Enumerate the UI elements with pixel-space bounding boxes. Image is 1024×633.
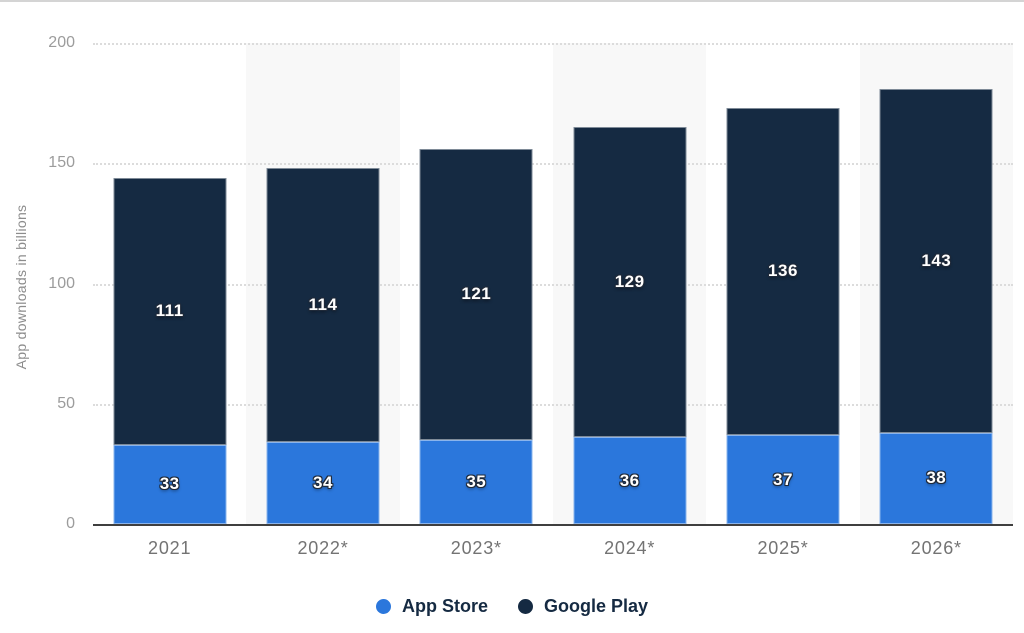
bar-value-label: 34 [313, 473, 333, 493]
bar-segment-app-store[interactable]: 38 [879, 432, 993, 524]
bar-segment-google-play[interactable]: 111 [113, 177, 227, 445]
x-tick-label-2021: 2021 [148, 538, 192, 558]
x-tick-label-2022: 2022* [297, 538, 349, 558]
bar-segment-google-play[interactable]: 136 [726, 107, 840, 436]
bar-column-2025: 37 136 [706, 43, 859, 524]
bar-value-label: 37 [773, 469, 793, 489]
bar-column-2021: 33 111 [93, 43, 246, 524]
bar-segment-app-store[interactable]: 33 [113, 444, 227, 524]
bar-value-label: 35 [466, 471, 487, 491]
bar-segment-app-store[interactable]: 36 [573, 437, 687, 524]
legend-item-app-store[interactable]: App Store [375, 596, 488, 617]
legend: App Store Google Play [0, 596, 1024, 617]
legend-label: Google Play [543, 596, 649, 616]
bar-value-label: 111 [155, 301, 184, 321]
legend-item-google-play[interactable]: Google Play [517, 596, 649, 617]
bar-column-2024: 36 129 [553, 43, 706, 524]
legend-marker-app-store-icon [375, 599, 391, 614]
bar-value-label: 143 [921, 250, 952, 270]
y-tick-label-0: 0 [66, 515, 75, 532]
y-tick-label-200: 200 [48, 34, 75, 51]
bar-column-2022: 34 114 [246, 43, 399, 524]
bar-segment-google-play[interactable]: 121 [419, 148, 533, 440]
bar-segment-app-store[interactable]: 34 [266, 442, 380, 524]
x-tick-label-2026: 2026* [910, 538, 962, 558]
legend-label: App Store [401, 596, 488, 616]
bar-segment-app-store[interactable]: 35 [419, 439, 533, 524]
bar-value-label: 129 [614, 272, 645, 292]
gridline-150 [93, 163, 1013, 166]
bar-column-2026: 38 143 [860, 43, 1013, 524]
bar-value-label: 121 [461, 284, 492, 304]
bar-value-label: 33 [159, 474, 180, 494]
gridline-50 [93, 403, 1013, 406]
gridline-100 [93, 283, 1013, 286]
y-tick-label-150: 150 [48, 154, 75, 172]
y-tick-label-50: 50 [57, 394, 75, 412]
bar-value-label: 38 [926, 468, 947, 488]
bar-segment-google-play[interactable]: 143 [879, 88, 993, 433]
bar-column-2023: 35 121 [400, 43, 553, 524]
y-axis: 0 50 100 150 200 [0, 0, 75, 633]
x-tick-label-2024: 2024* [604, 538, 656, 558]
top-divider [0, 0, 1024, 2]
gridline-200 [93, 43, 1013, 45]
x-axis: 2021 2022* 2023* 2024* 2025* 2026* [93, 538, 1013, 562]
bar-segment-google-play[interactable]: 114 [266, 168, 380, 443]
plot-area: 33 111 34 114 35 121 36 129 37 136 38 143 [93, 43, 1013, 526]
bar-value-label: 114 [308, 295, 338, 315]
bar-segment-app-store[interactable]: 37 [726, 435, 840, 524]
x-tick-label-2025: 2025* [757, 538, 809, 558]
y-tick-label-100: 100 [48, 274, 75, 292]
legend-marker-google-play-icon [517, 599, 533, 614]
bar-value-label: 36 [619, 470, 640, 490]
bar-segment-google-play[interactable]: 129 [573, 127, 687, 438]
bar-value-label: 136 [768, 261, 798, 281]
x-tick-label-2023: 2023* [450, 538, 502, 558]
